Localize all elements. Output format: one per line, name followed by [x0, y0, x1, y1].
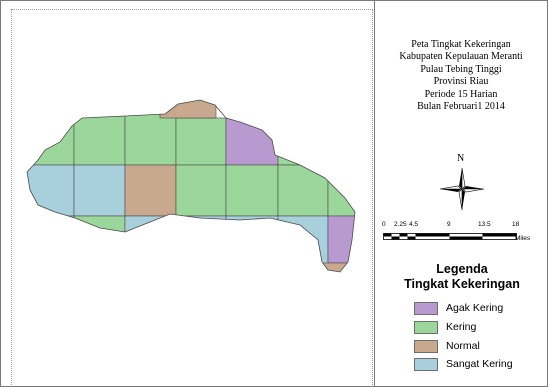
- map-title-line: Periode 15 Harian: [424, 88, 498, 100]
- legend-swatch: [414, 357, 438, 371]
- panel-divider: [374, 0, 375, 387]
- grid-cell-normal: [159, 100, 217, 119]
- legend-swatch: [414, 301, 438, 315]
- grid-cell-kering: [27, 100, 75, 166]
- scale-units: Miles: [515, 235, 531, 242]
- grid-cell-kering: [327, 164, 355, 217]
- map-title-line: Kabupaten Kepulauan Meranti: [399, 51, 523, 63]
- grid-cell-sangat-kering: [124, 215, 177, 272]
- north-arrow: N: [438, 153, 486, 213]
- map-title-line: Peta Tingkat Kekeringan: [411, 39, 511, 50]
- scale-label: 0: [382, 221, 386, 228]
- scale-label: 9: [447, 221, 451, 228]
- grid-cell-sangat-kering: [27, 215, 75, 272]
- map-title-line: Bulan Februari1 2014: [417, 101, 505, 113]
- legend-subtitle: Tingkat Kekeringan: [404, 277, 520, 291]
- grid-cell-normal: [124, 164, 177, 217]
- legend-swatch: [414, 320, 438, 334]
- legend-label: Kering: [446, 321, 477, 333]
- scale-label: 13.5: [478, 221, 491, 228]
- legend-item-sangat-kering: Sangat Kering: [414, 357, 513, 371]
- legend-label: Normal: [446, 340, 480, 352]
- grid-cell-kering: [225, 164, 279, 217]
- legend-label: Sangat Kering: [446, 358, 513, 370]
- legend-item-normal: Normal: [414, 339, 480, 353]
- map-data-frame: [11, 9, 373, 385]
- grid-cell-kering: [175, 164, 227, 217]
- grid-cell-kering: [175, 117, 227, 166]
- north-label: N: [457, 153, 465, 164]
- grid-cell-kering: [73, 100, 126, 166]
- grid-cell-sangat-kering: [175, 215, 227, 272]
- map-title-line: Pulau Tebing Tinggi: [420, 63, 502, 75]
- grid-cell-kering: [277, 117, 329, 166]
- grid-cell-sangat-kering: [73, 164, 126, 217]
- grid-cell-agak-kering: [225, 117, 279, 166]
- grid-cell-kering: [277, 164, 329, 217]
- scale-label: 4.5: [409, 221, 419, 228]
- legend-label: Agak Kering: [446, 302, 504, 314]
- map-title-line: Provinsi Riau: [433, 76, 489, 88]
- legend-title: Legenda: [436, 262, 488, 276]
- scale-label: 2.25: [394, 221, 407, 228]
- map-title-block: Peta Tingkat Kekeringan Kabupaten Kepula…: [380, 39, 542, 113]
- grid-cell-sangat-kering: [277, 215, 329, 272]
- grid-cell-kering: [73, 215, 126, 272]
- scale-label: 18: [512, 221, 520, 228]
- compass-rose-icon: [439, 167, 485, 211]
- grid-cell-kering: [124, 100, 177, 166]
- grid-cell-sangat-kering: [225, 215, 279, 272]
- scale-bar-graphic: [383, 233, 517, 240]
- drought-grid: [27, 100, 355, 272]
- island-outline: [26, 99, 356, 273]
- legend-item-kering: Kering: [414, 320, 476, 334]
- legend-item-agak-kering: Agak Kering: [414, 301, 503, 315]
- legend-swatch: [414, 339, 438, 353]
- scale-bar: 0 2.25 4.5 9 13.5 18 Miles: [377, 221, 547, 247]
